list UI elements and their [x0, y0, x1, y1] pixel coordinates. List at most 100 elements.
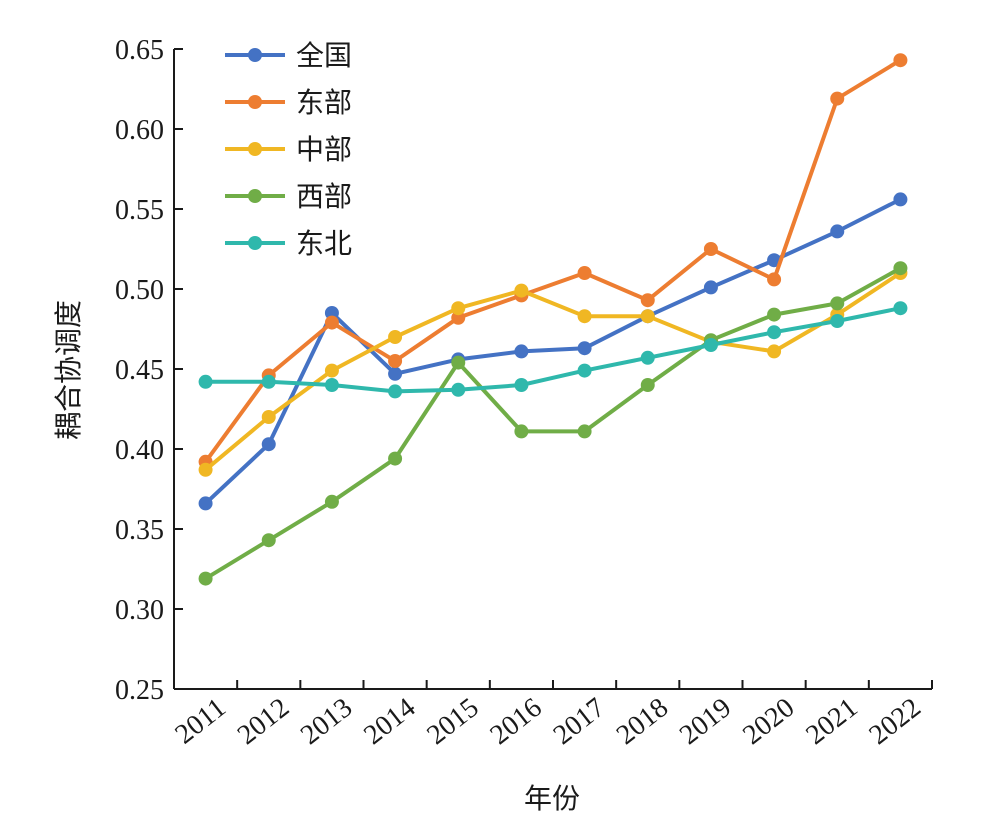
data-point — [324, 315, 339, 330]
legend-item: 全国 — [225, 39, 352, 72]
y-tick-label: 0.65 — [115, 35, 164, 66]
x-tick-label: 2011 — [169, 692, 231, 750]
y-tick-label: 0.25 — [115, 675, 164, 706]
series-4 — [198, 261, 908, 586]
data-point — [830, 224, 845, 239]
x-tick-label: 2022 — [864, 692, 927, 751]
legend-swatch-marker — [248, 142, 262, 156]
data-point — [830, 296, 845, 311]
y-tick-label: 0.30 — [115, 595, 164, 626]
data-point — [388, 354, 403, 368]
y-tick-label: 0.40 — [115, 435, 164, 466]
y-axis-title: 耦合协调度 — [52, 300, 85, 440]
data-point — [640, 378, 655, 392]
data-point — [324, 494, 339, 509]
x-tick-label: 2021 — [800, 692, 863, 751]
data-point — [324, 363, 339, 378]
data-point — [577, 309, 592, 324]
x-axis-title: 年份 — [524, 782, 580, 815]
data-point — [577, 266, 592, 280]
legend-swatch-marker — [248, 189, 262, 203]
data-point — [451, 310, 466, 325]
legend-swatch-marker — [248, 95, 262, 109]
data-point — [324, 378, 339, 392]
axes — [173, 49, 932, 690]
series-line — [203, 58, 903, 464]
y-tick-label: 0.55 — [115, 195, 164, 226]
y-tick-label: 0.60 — [115, 115, 164, 146]
series-2 — [198, 53, 908, 469]
data-point — [261, 374, 276, 389]
data-point — [703, 338, 718, 352]
data-point — [451, 355, 466, 370]
data-point — [577, 424, 592, 439]
y-tick-label: 0.45 — [115, 355, 164, 386]
data-point — [451, 382, 466, 397]
legend-label: 东部 — [296, 86, 352, 119]
legend-item: 东北 — [225, 227, 352, 260]
data-point — [198, 571, 213, 586]
data-point — [261, 410, 276, 424]
data-point — [198, 496, 213, 511]
series-3 — [198, 266, 908, 477]
data-point — [388, 451, 403, 466]
legend-label: 东北 — [296, 227, 352, 260]
data-point — [514, 378, 529, 392]
legend-item: 中部 — [225, 133, 352, 166]
data-point — [261, 533, 276, 548]
data-point — [451, 301, 466, 316]
data-point — [893, 192, 908, 207]
data-point — [703, 280, 718, 295]
x-tick-label: 2018 — [611, 692, 674, 751]
series-layer — [198, 53, 908, 586]
series-line — [203, 306, 903, 394]
data-point — [198, 462, 213, 477]
legend-swatch-marker — [248, 48, 262, 62]
series-line — [203, 197, 903, 506]
data-point — [767, 344, 782, 359]
data-point — [388, 330, 403, 344]
data-point — [261, 437, 276, 452]
series-line — [203, 266, 903, 581]
series-5 — [198, 301, 908, 399]
y-tick-label: 0.50 — [115, 275, 164, 306]
x-tick-label: 2016 — [485, 692, 548, 751]
data-point — [514, 424, 529, 439]
data-point — [893, 261, 908, 276]
x-tick-label: 2014 — [358, 692, 421, 751]
legend-item: 东部 — [225, 86, 352, 119]
data-point — [514, 344, 529, 359]
x-axis-ticks: 2011 2012 2013 2014 2015 2016 2017 2018 2019 2020… — [169, 680, 933, 751]
data-point — [767, 307, 782, 322]
data-point — [703, 242, 718, 256]
data-point — [324, 306, 339, 320]
data-point — [893, 301, 908, 316]
legend-label: 中部 — [296, 133, 352, 166]
legend-label: 全国 — [296, 39, 352, 72]
legend-swatch-marker — [248, 236, 262, 250]
data-point — [514, 283, 529, 298]
data-point — [388, 366, 403, 381]
data-point — [198, 374, 213, 389]
data-point — [577, 363, 592, 378]
x-tick-label: 2012 — [232, 692, 295, 751]
y-tick-label: 0.35 — [115, 515, 164, 546]
data-point — [830, 314, 845, 328]
series-line — [203, 271, 903, 472]
data-point — [640, 309, 655, 324]
y-axis-ticks: 0.25 0.30 0.35 0.40 0.45 0.50 0.55 0.60 0.65 — [115, 35, 183, 706]
x-tick-label: 2013 — [295, 692, 358, 751]
x-tick-label: 2020 — [737, 692, 800, 751]
data-point — [640, 350, 655, 365]
data-point — [767, 272, 782, 287]
data-point — [767, 325, 782, 340]
data-point — [640, 293, 655, 308]
data-point — [388, 384, 403, 399]
x-tick-label: 2017 — [548, 692, 611, 751]
data-point — [830, 91, 845, 106]
legend-item: 西部 — [225, 180, 352, 213]
x-tick-label: 2015 — [421, 692, 484, 751]
legend-label: 西部 — [296, 180, 352, 213]
